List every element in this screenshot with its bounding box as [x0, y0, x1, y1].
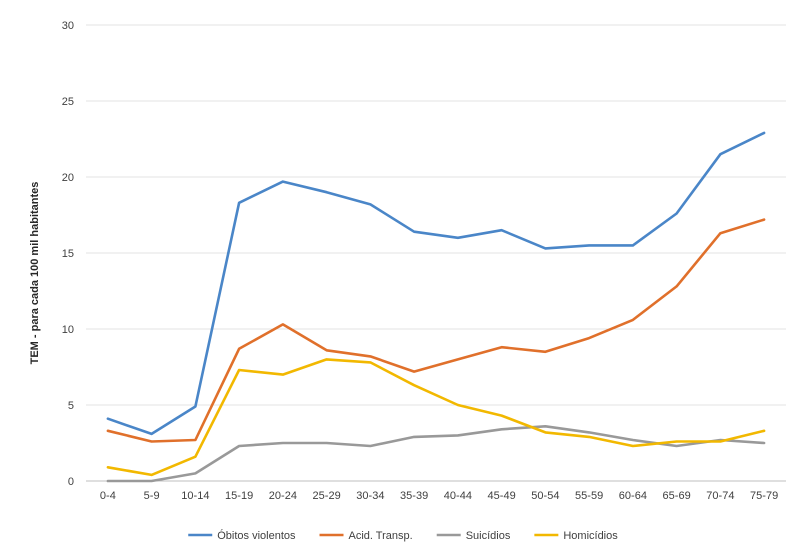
y-tick-label: 15 [62, 248, 74, 260]
x-tick-label: 60-64 [619, 490, 647, 502]
legend-label: Óbitos violentos [217, 529, 296, 542]
legend-label: Acid. Transp. [349, 530, 413, 542]
y-axis-ticks: 0 5 10 15 20 25 30 [62, 20, 74, 488]
x-tick-label: 20-24 [269, 490, 297, 502]
gridlines [86, 24, 786, 482]
legend: Óbitos violentos Acid. Transp. Suicídios Ho… [188, 529, 618, 542]
y-axis-label: TEM - para cada 100 mil habitantes [29, 182, 41, 365]
x-tick-label: 50-54 [531, 490, 559, 502]
x-tick-label: 75-79 [750, 490, 778, 502]
series-line [106, 131, 766, 436]
y-tick-label: 0 [68, 476, 74, 488]
y-tick-label: 20 [62, 172, 74, 184]
y-tick-label: 25 [62, 96, 74, 108]
series-line [106, 218, 766, 443]
x-tick-label: 55-59 [575, 490, 603, 502]
x-tick-label: 70-74 [706, 490, 734, 502]
x-tick-label: 35-39 [400, 490, 428, 502]
series-lines [106, 131, 766, 483]
x-tick-label: 45-49 [488, 490, 516, 502]
y-tick-label: 10 [62, 324, 74, 336]
y-tick-label: 5 [68, 400, 74, 412]
x-tick-label: 65-69 [663, 490, 691, 502]
x-tick-label: 40-44 [444, 490, 472, 502]
x-tick-label: 30-34 [356, 490, 384, 502]
x-tick-label: 10-14 [181, 490, 209, 502]
x-axis-ticks: 0-4 5-9 10-14 15-19 20-24 25-29 30-34 35-39 40-4… [100, 490, 778, 502]
legend-label: Suicídios [466, 530, 511, 542]
x-tick-label: 15-19 [225, 490, 253, 502]
x-tick-label: 25-29 [313, 490, 341, 502]
x-tick-label: 5-9 [144, 490, 160, 502]
legend-label: Homicídios [563, 530, 618, 542]
x-tick-label: 0-4 [100, 490, 116, 502]
y-tick-label: 30 [62, 20, 74, 32]
series-line [106, 358, 766, 477]
